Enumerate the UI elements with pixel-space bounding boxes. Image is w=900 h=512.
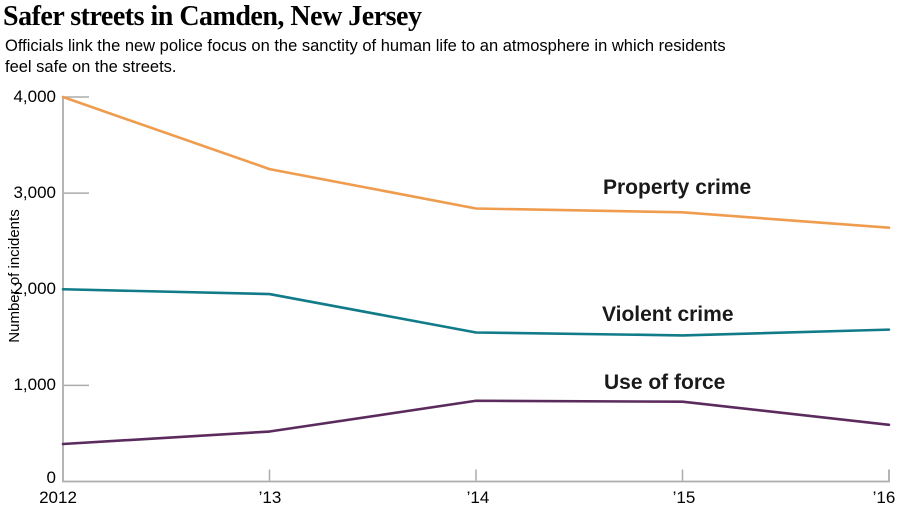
x-tick-label-2015: ’15 <box>672 488 696 507</box>
y-axis-title: Number of incidents <box>6 209 23 343</box>
x-tick-label-2013: ’13 <box>258 488 282 507</box>
x-tick-label-2016: ’16 <box>872 488 896 507</box>
y-tick-label-0: 0 <box>46 468 56 487</box>
subtitle-line-2: feel safe on the streets. <box>5 58 177 76</box>
series-line-use-of-force <box>61 399 891 446</box>
x-tick-label-2012: 2012 <box>39 488 77 507</box>
series-line-property-crime <box>61 95 891 230</box>
x-tick-label-2014: ’14 <box>466 488 490 507</box>
y-tick-label-2000: 2,000 <box>13 279 56 298</box>
series-line-violent-crime <box>61 287 891 337</box>
y-tick-label-4000: 4,000 <box>13 87 56 106</box>
y-tick-label-1000: 1,000 <box>13 375 56 394</box>
series-label-property-crime: Property crime <box>603 176 752 199</box>
series-label-use-of-force: Use of force <box>604 371 726 394</box>
chart-title: Safer streets in Camden, New Jersey <box>3 1 422 32</box>
subtitle-line-1: Officials link the new police focus on t… <box>5 37 726 55</box>
chart-subtitle: Officials link the new police focus on t… <box>5 36 726 78</box>
y-tick-label-3000: 3,000 <box>13 183 56 202</box>
series-label-violent-crime: Violent crime <box>602 303 734 326</box>
axis-lines <box>62 97 890 483</box>
